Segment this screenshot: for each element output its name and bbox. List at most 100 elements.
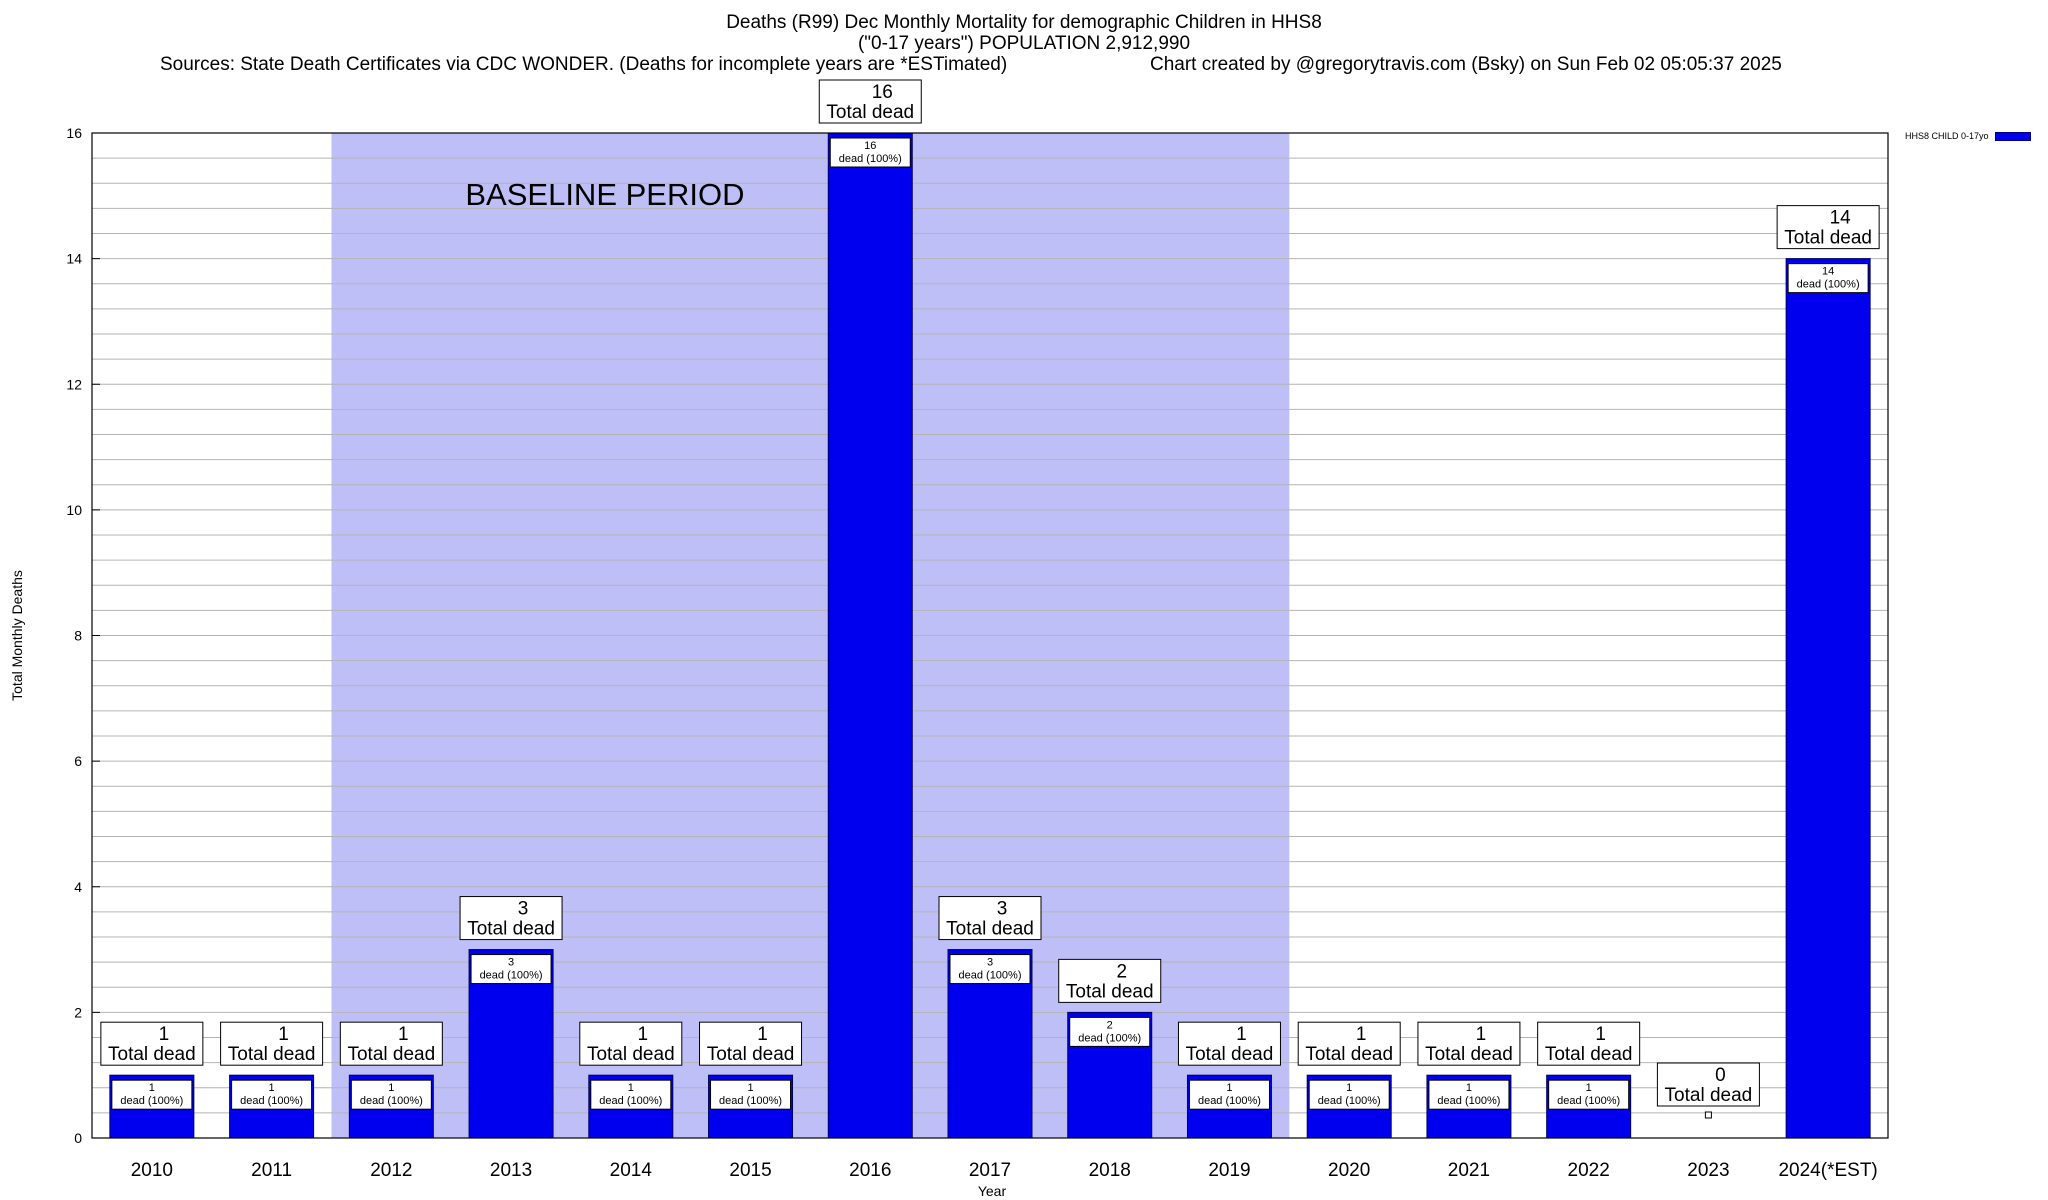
total-callout-value: 1 <box>757 1024 768 1045</box>
total-callout-label: Total dead <box>347 1044 435 1065</box>
total-callout-box <box>818 79 922 124</box>
bar-inner-label-box <box>1069 1016 1151 1047</box>
y-axis-label: Total Monthly Deaths <box>9 570 25 701</box>
bar-inner-value: 1 <box>149 1082 155 1094</box>
y-tick-label: 10 <box>66 502 82 518</box>
bar-inner-label: dead (100%) <box>360 1095 423 1107</box>
total-callout-label: Total dead <box>467 919 555 940</box>
legend-swatch <box>1994 131 2031 141</box>
bar <box>1785 258 1871 1139</box>
y-tick-label: 8 <box>74 628 82 644</box>
total-callout-box <box>699 1021 803 1066</box>
bar-inner-value: 16 <box>864 140 876 152</box>
legend: HHS8 CHILD 0-17yo <box>1905 131 2031 141</box>
bar-inner-label: dead (100%) <box>1318 1095 1381 1107</box>
total-callout-label: Total dead <box>1665 1085 1753 1106</box>
total-callout-value: 3 <box>518 899 529 920</box>
total-callout-box <box>1776 205 1880 250</box>
bar-inner-label-box <box>350 1079 432 1110</box>
total-callout-label: Total dead <box>1784 228 1872 249</box>
total-callout-box <box>459 896 563 941</box>
bar-inner-label-box <box>590 1079 672 1110</box>
bar-inner-label: dead (100%) <box>120 1095 183 1107</box>
total-callout-box <box>100 1021 204 1066</box>
chart-credit: Chart created by @gregorytravis.com (Bsk… <box>1150 54 1782 75</box>
y-tick-label: 16 <box>66 125 82 141</box>
total-callout-label: Total dead <box>1186 1044 1274 1065</box>
y-tick-label: 6 <box>74 753 82 769</box>
bar-inner-value: 1 <box>388 1082 394 1094</box>
x-tick-label: 2014 <box>610 1160 653 1181</box>
x-tick-label: 2013 <box>490 1160 532 1181</box>
bar-inner-label-box <box>231 1079 313 1110</box>
bar-inner-value: 1 <box>1346 1082 1352 1094</box>
x-tick-label: 2016 <box>849 1160 891 1181</box>
bar-inner-value: 1 <box>1586 1082 1592 1094</box>
bar-inner-label-box <box>710 1079 792 1110</box>
bar-inner-label: dead (100%) <box>599 1095 662 1107</box>
bar-inner-label-box <box>949 954 1031 985</box>
x-tick-label: 2010 <box>131 1160 173 1181</box>
total-callout-box <box>1417 1021 1521 1066</box>
x-tick-label: 2024(*EST) <box>1778 1160 1877 1181</box>
bar-inner-label-box <box>1308 1079 1390 1110</box>
bar-inner-value: 1 <box>269 1082 275 1094</box>
x-tick-label: 2022 <box>1568 1160 1610 1181</box>
bar-inner-label-box <box>829 137 911 168</box>
total-callout-label: Total dead <box>587 1044 675 1065</box>
x-tick-label: 2012 <box>370 1160 412 1181</box>
bar-inner-value: 3 <box>508 957 514 969</box>
total-callout-value: 1 <box>1595 1024 1606 1045</box>
bar-inner-value: 2 <box>1107 1019 1113 1031</box>
chart-subtitle: ("0-17 years") POPULATION 2,912,990 <box>857 33 1191 54</box>
chart-title: Deaths (R99) Dec Monthly Mortality for d… <box>726 12 1322 33</box>
baseline-period-label: BASELINE PERIOD <box>465 177 744 212</box>
y-tick-label: 12 <box>66 376 82 392</box>
y-tick-label: 4 <box>74 879 82 895</box>
legend-label: HHS8 CHILD 0-17yo <box>1905 131 1989 141</box>
total-callout-box <box>1177 1021 1281 1066</box>
bar-inner-label-box <box>1787 263 1869 294</box>
bar-inner-label: dead (100%) <box>1078 1032 1141 1044</box>
x-tick-label: 2017 <box>969 1160 1011 1181</box>
total-callout-label: Total dead <box>1305 1044 1393 1065</box>
x-tick-label: 2023 <box>1687 1160 1729 1181</box>
total-callout-box <box>1656 1062 1760 1107</box>
total-callout-label: Total dead <box>108 1044 196 1065</box>
total-callout-value: 1 <box>1236 1024 1247 1045</box>
bar-inner-value: 1 <box>1226 1082 1232 1094</box>
x-tick-label: 2015 <box>729 1160 771 1181</box>
x-tick-label: 2021 <box>1448 1160 1490 1181</box>
total-callout-value: 1 <box>398 1024 409 1045</box>
total-callout-label: Total dead <box>826 102 914 123</box>
bar-inner-label-box <box>1428 1079 1510 1110</box>
chart-source: Sources: State Death Certificates via CD… <box>160 54 1008 75</box>
bar-inner-label-box <box>1188 1079 1270 1110</box>
x-tick-label: 2018 <box>1089 1160 1131 1181</box>
total-callout-label: Total dead <box>946 919 1034 940</box>
bar-inner-label: dead (100%) <box>959 970 1022 982</box>
bar-inner-value: 1 <box>1466 1082 1472 1094</box>
total-callout-box <box>1058 958 1162 1003</box>
total-callout-box <box>220 1021 324 1066</box>
x-tick-label: 2019 <box>1208 1160 1250 1181</box>
x-tick-label: 2020 <box>1328 1160 1370 1181</box>
total-callout-value: 1 <box>159 1024 170 1045</box>
bar-inner-value: 14 <box>1822 266 1834 278</box>
total-callout-label: Total dead <box>1425 1044 1513 1065</box>
total-callout-box <box>339 1021 443 1066</box>
bar-inner-label: dead (100%) <box>240 1095 303 1107</box>
total-callout-value: 1 <box>1476 1024 1487 1045</box>
total-callout-box <box>579 1021 683 1066</box>
bar-inner-label: dead (100%) <box>480 970 543 982</box>
total-callout-box <box>938 896 1042 941</box>
bar-inner-value: 3 <box>987 957 993 969</box>
x-tick-label: 2011 <box>251 1160 292 1181</box>
total-callout-value: 2 <box>1116 961 1127 982</box>
total-callout-label: Total dead <box>1066 981 1154 1002</box>
total-callout-label: Total dead <box>1545 1044 1633 1065</box>
y-tick-label: 14 <box>66 251 82 267</box>
total-callout-value: 0 <box>1715 1065 1726 1086</box>
bar-inner-label-box <box>1548 1079 1630 1110</box>
